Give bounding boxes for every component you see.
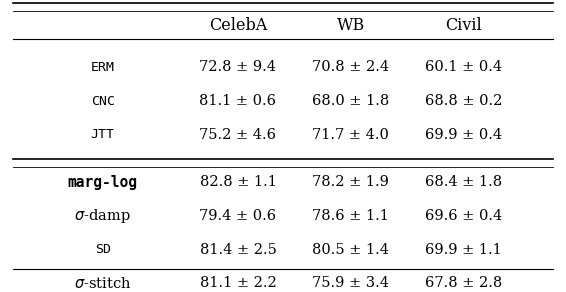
Text: 71.7 ± 4.0: 71.7 ± 4.0	[312, 128, 389, 142]
Text: 78.2 ± 1.9: 78.2 ± 1.9	[312, 175, 389, 190]
Text: 68.0 ± 1.8: 68.0 ± 1.8	[312, 94, 389, 108]
Text: 81.1 ± 2.2: 81.1 ± 2.2	[200, 277, 276, 290]
Text: 68.8 ± 0.2: 68.8 ± 0.2	[424, 94, 502, 108]
Text: 79.4 ± 0.6: 79.4 ± 0.6	[199, 209, 277, 223]
Text: WB: WB	[336, 17, 365, 34]
Text: 67.8 ± 2.8: 67.8 ± 2.8	[424, 277, 502, 290]
Text: 75.2 ± 4.6: 75.2 ± 4.6	[199, 128, 276, 142]
Text: 81.1 ± 0.6: 81.1 ± 0.6	[199, 94, 276, 108]
Text: 82.8 ± 1.1: 82.8 ± 1.1	[199, 175, 276, 190]
Text: CelebA: CelebA	[209, 17, 267, 34]
Text: 81.4 ± 2.5: 81.4 ± 2.5	[199, 243, 276, 257]
Text: 60.1 ± 0.4: 60.1 ± 0.4	[424, 60, 502, 74]
Text: CNC: CNC	[91, 95, 115, 107]
Text: 69.9 ± 1.1: 69.9 ± 1.1	[425, 243, 501, 257]
Text: $\sigma$-damp: $\sigma$-damp	[74, 207, 131, 225]
Text: Civil: Civil	[445, 17, 482, 34]
Text: 78.6 ± 1.1: 78.6 ± 1.1	[312, 209, 389, 223]
Text: 75.9 ± 3.4: 75.9 ± 3.4	[312, 277, 389, 290]
Text: marg-log: marg-log	[68, 175, 138, 190]
Text: 70.8 ± 2.4: 70.8 ± 2.4	[312, 60, 389, 74]
Text: 68.4 ± 1.8: 68.4 ± 1.8	[424, 175, 502, 190]
Text: SD: SD	[95, 243, 111, 256]
Text: $\sigma$-stitch: $\sigma$-stitch	[74, 276, 131, 291]
Text: 72.8 ± 9.4: 72.8 ± 9.4	[199, 60, 276, 74]
Text: 69.6 ± 0.4: 69.6 ± 0.4	[424, 209, 502, 223]
Text: ERM: ERM	[91, 61, 115, 74]
Text: 80.5 ± 1.4: 80.5 ± 1.4	[312, 243, 389, 257]
Text: JTT: JTT	[91, 128, 115, 141]
Text: 69.9 ± 0.4: 69.9 ± 0.4	[424, 128, 502, 142]
